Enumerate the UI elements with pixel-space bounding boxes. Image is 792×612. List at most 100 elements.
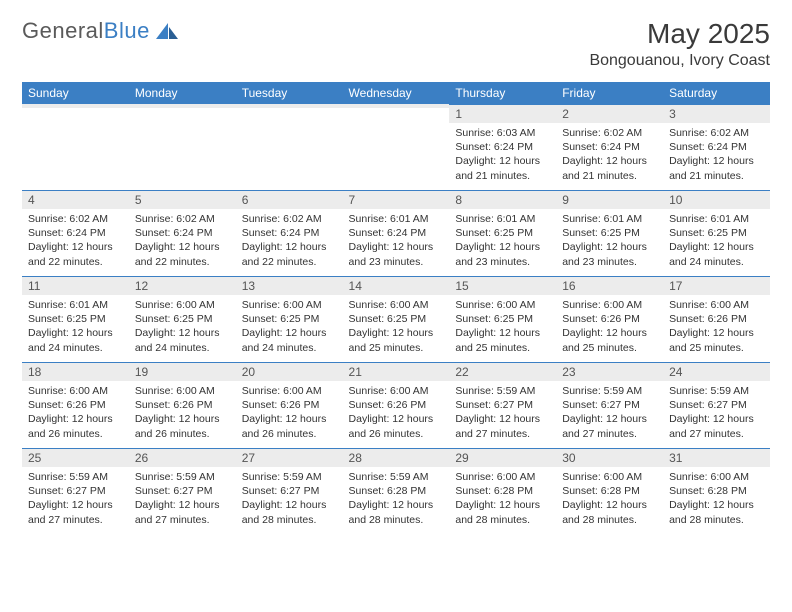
sunrise-text: Sunrise: 6:02 AM: [242, 212, 337, 226]
daylight-text: Daylight: 12 hours and 22 minutes.: [135, 240, 230, 268]
sunset-text: Sunset: 6:24 PM: [455, 140, 550, 154]
daylight-text: Daylight: 12 hours and 24 minutes.: [242, 326, 337, 354]
day-number: 28: [343, 448, 450, 467]
sunrise-text: Sunrise: 6:00 AM: [242, 298, 337, 312]
day-number: 25: [22, 448, 129, 467]
calendar-day-cell: 12Sunrise: 6:00 AMSunset: 6:25 PMDayligh…: [129, 276, 236, 362]
page-header: GeneralBlue May 2025 Bongouanou, Ivory C…: [22, 18, 770, 70]
sunrise-text: Sunrise: 5:59 AM: [28, 470, 123, 484]
logo-text-blue: Blue: [104, 18, 150, 44]
day-data: Sunrise: 6:00 AMSunset: 6:28 PMDaylight:…: [556, 467, 663, 531]
sunset-text: Sunset: 6:24 PM: [349, 226, 444, 240]
calendar-day-cell: [343, 104, 450, 190]
calendar-day-cell: 26Sunrise: 5:59 AMSunset: 6:27 PMDayligh…: [129, 448, 236, 534]
day-data: Sunrise: 5:59 AMSunset: 6:27 PMDaylight:…: [556, 381, 663, 445]
sunset-text: Sunset: 6:26 PM: [135, 398, 230, 412]
daylight-text: Daylight: 12 hours and 24 minutes.: [669, 240, 764, 268]
sunset-text: Sunset: 6:24 PM: [562, 140, 657, 154]
day-number: 18: [22, 362, 129, 381]
sunrise-text: Sunrise: 6:01 AM: [455, 212, 550, 226]
sunset-text: Sunset: 6:24 PM: [669, 140, 764, 154]
daylight-text: Daylight: 12 hours and 28 minutes.: [562, 498, 657, 526]
daylight-text: Daylight: 12 hours and 22 minutes.: [242, 240, 337, 268]
sunset-text: Sunset: 6:27 PM: [135, 484, 230, 498]
day-data: Sunrise: 6:00 AMSunset: 6:28 PMDaylight:…: [663, 467, 770, 531]
day-number: 12: [129, 276, 236, 295]
title-month: May 2025: [589, 18, 770, 50]
day-data: Sunrise: 5:59 AMSunset: 6:28 PMDaylight:…: [343, 467, 450, 531]
daylight-text: Daylight: 12 hours and 26 minutes.: [135, 412, 230, 440]
daylight-text: Daylight: 12 hours and 27 minutes.: [669, 412, 764, 440]
sunrise-text: Sunrise: 5:59 AM: [349, 470, 444, 484]
day-number: 17: [663, 276, 770, 295]
calendar-week-row: 4Sunrise: 6:02 AMSunset: 6:24 PMDaylight…: [22, 190, 770, 276]
sunset-text: Sunset: 6:25 PM: [669, 226, 764, 240]
logo-text-gray: General: [22, 18, 104, 44]
day-data: Sunrise: 6:00 AMSunset: 6:25 PMDaylight:…: [129, 295, 236, 359]
calendar-day-cell: 30Sunrise: 6:00 AMSunset: 6:28 PMDayligh…: [556, 448, 663, 534]
day-number: 24: [663, 362, 770, 381]
day-number: 16: [556, 276, 663, 295]
day-header: Sunday: [22, 82, 129, 104]
day-number: 14: [343, 276, 450, 295]
day-number: 26: [129, 448, 236, 467]
daylight-text: Daylight: 12 hours and 25 minutes.: [455, 326, 550, 354]
calendar-week-row: 1Sunrise: 6:03 AMSunset: 6:24 PMDaylight…: [22, 104, 770, 190]
day-data: [22, 108, 129, 115]
calendar-day-cell: 4Sunrise: 6:02 AMSunset: 6:24 PMDaylight…: [22, 190, 129, 276]
daylight-text: Daylight: 12 hours and 28 minutes.: [455, 498, 550, 526]
calendar-day-cell: 6Sunrise: 6:02 AMSunset: 6:24 PMDaylight…: [236, 190, 343, 276]
sunset-text: Sunset: 6:25 PM: [28, 312, 123, 326]
day-data: Sunrise: 6:01 AMSunset: 6:25 PMDaylight:…: [663, 209, 770, 273]
daylight-text: Daylight: 12 hours and 27 minutes.: [135, 498, 230, 526]
daylight-text: Daylight: 12 hours and 26 minutes.: [349, 412, 444, 440]
calendar-day-cell: 10Sunrise: 6:01 AMSunset: 6:25 PMDayligh…: [663, 190, 770, 276]
day-number: 4: [22, 190, 129, 209]
daylight-text: Daylight: 12 hours and 28 minutes.: [242, 498, 337, 526]
day-number: 3: [663, 104, 770, 123]
day-data: Sunrise: 6:00 AMSunset: 6:26 PMDaylight:…: [663, 295, 770, 359]
calendar-day-cell: 31Sunrise: 6:00 AMSunset: 6:28 PMDayligh…: [663, 448, 770, 534]
day-number: 30: [556, 448, 663, 467]
day-number: 20: [236, 362, 343, 381]
sunrise-text: Sunrise: 6:00 AM: [562, 298, 657, 312]
calendar-day-cell: 14Sunrise: 6:00 AMSunset: 6:25 PMDayligh…: [343, 276, 450, 362]
day-number: 9: [556, 190, 663, 209]
day-data: Sunrise: 5:59 AMSunset: 6:27 PMDaylight:…: [129, 467, 236, 531]
day-number: 27: [236, 448, 343, 467]
sunrise-text: Sunrise: 6:02 AM: [669, 126, 764, 140]
daylight-text: Daylight: 12 hours and 27 minutes.: [28, 498, 123, 526]
sunset-text: Sunset: 6:25 PM: [455, 226, 550, 240]
day-data: Sunrise: 6:00 AMSunset: 6:26 PMDaylight:…: [236, 381, 343, 445]
day-data: Sunrise: 6:00 AMSunset: 6:26 PMDaylight:…: [343, 381, 450, 445]
daylight-text: Daylight: 12 hours and 27 minutes.: [562, 412, 657, 440]
day-header-row: Sunday Monday Tuesday Wednesday Thursday…: [22, 82, 770, 104]
calendar-day-cell: 2Sunrise: 6:02 AMSunset: 6:24 PMDaylight…: [556, 104, 663, 190]
sunrise-text: Sunrise: 6:00 AM: [242, 384, 337, 398]
logo: GeneralBlue: [22, 18, 180, 44]
calendar-day-cell: 3 Sunrise: 6:02 AMSunset: 6:24 PMDaylight…: [663, 104, 770, 190]
daylight-text: Daylight: 12 hours and 27 minutes.: [455, 412, 550, 440]
calendar-day-cell: 1Sunrise: 6:03 AMSunset: 6:24 PMDaylight…: [449, 104, 556, 190]
sunrise-text: Sunrise: 6:00 AM: [669, 470, 764, 484]
daylight-text: Daylight: 12 hours and 21 minutes.: [455, 154, 550, 182]
day-header: Tuesday: [236, 82, 343, 104]
daylight-text: Daylight: 12 hours and 21 minutes.: [669, 154, 764, 182]
calendar-day-cell: 7Sunrise: 6:01 AMSunset: 6:24 PMDaylight…: [343, 190, 450, 276]
calendar-week-row: 11Sunrise: 6:01 AMSunset: 6:25 PMDayligh…: [22, 276, 770, 362]
day-number: 7: [343, 190, 450, 209]
sunrise-text: Sunrise: 6:02 AM: [562, 126, 657, 140]
calendar-day-cell: 29Sunrise: 6:00 AMSunset: 6:28 PMDayligh…: [449, 448, 556, 534]
day-number: 1: [449, 104, 556, 123]
sunrise-text: Sunrise: 6:01 AM: [349, 212, 444, 226]
calendar-day-cell: 22Sunrise: 5:59 AMSunset: 6:27 PMDayligh…: [449, 362, 556, 448]
calendar-day-cell: 19Sunrise: 6:00 AMSunset: 6:26 PMDayligh…: [129, 362, 236, 448]
sunset-text: Sunset: 6:27 PM: [455, 398, 550, 412]
calendar-day-cell: [129, 104, 236, 190]
sunset-text: Sunset: 6:24 PM: [135, 226, 230, 240]
daylight-text: Daylight: 12 hours and 25 minutes.: [669, 326, 764, 354]
sunset-text: Sunset: 6:26 PM: [562, 312, 657, 326]
calendar-day-cell: 11Sunrise: 6:01 AMSunset: 6:25 PMDayligh…: [22, 276, 129, 362]
day-data: Sunrise: 6:00 AMSunset: 6:26 PMDaylight:…: [129, 381, 236, 445]
sunset-text: Sunset: 6:24 PM: [242, 226, 337, 240]
